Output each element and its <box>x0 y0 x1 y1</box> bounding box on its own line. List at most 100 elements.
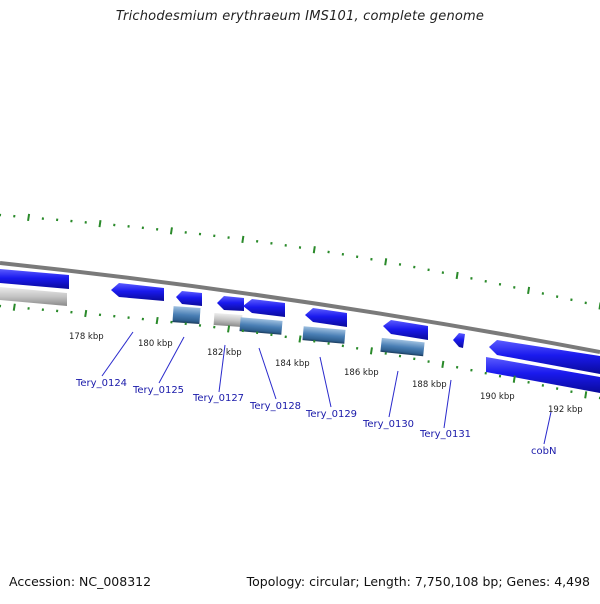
major-tick <box>527 286 531 295</box>
minor-tick <box>470 368 473 372</box>
minor-tick <box>413 357 416 361</box>
gene-leader-line <box>258 347 277 400</box>
feature-track <box>0 269 600 393</box>
gene-label[interactable]: Tery_0130 <box>362 419 414 430</box>
minor-tick <box>427 268 430 272</box>
minor-tick <box>270 333 273 337</box>
gene-feature[interactable] <box>305 308 347 327</box>
rna-feature[interactable] <box>172 306 201 324</box>
major-tick <box>598 302 600 310</box>
outer-ruler-ticks <box>0 213 600 310</box>
minor-tick <box>213 234 216 238</box>
minor-tick <box>41 308 45 312</box>
gene-leader-line <box>218 344 226 393</box>
gene-feature[interactable] <box>111 283 164 301</box>
minor-tick <box>384 352 387 355</box>
gene-label[interactable]: Tery_0129 <box>305 409 357 420</box>
gene-label[interactable]: Tery_0127 <box>192 393 244 404</box>
minor-tick <box>255 331 259 335</box>
minor-tick <box>513 286 516 289</box>
minor-tick <box>70 219 73 223</box>
minor-tick <box>584 301 587 305</box>
minor-tick <box>141 317 145 321</box>
gene-leader-line <box>319 356 332 408</box>
gene-feature[interactable] <box>453 333 465 348</box>
major-tick <box>512 375 516 383</box>
minor-tick <box>170 320 173 324</box>
major-tick <box>169 227 173 235</box>
minor-tick <box>541 292 545 295</box>
minor-tick <box>113 314 116 318</box>
major-tick <box>227 325 231 333</box>
minor-tick <box>441 271 445 274</box>
minor-tick <box>141 226 145 230</box>
minor-tick <box>84 221 87 224</box>
gene-feature[interactable] <box>489 340 600 374</box>
minor-tick <box>127 316 130 319</box>
minor-tick <box>127 225 130 228</box>
minor-tick <box>298 246 302 249</box>
minor-tick <box>498 282 502 286</box>
minor-tick <box>498 374 502 378</box>
gene-leader-line <box>158 336 185 384</box>
rna-feature[interactable] <box>239 317 283 335</box>
minor-tick <box>427 360 430 363</box>
minor-tick <box>184 322 187 326</box>
minor-tick <box>41 217 45 220</box>
scale-tick-label: 186 kbp <box>344 368 379 378</box>
minor-tick <box>55 218 59 222</box>
gene-label[interactable]: Tery_0125 <box>132 385 184 396</box>
gene-leader-line <box>388 370 399 418</box>
minor-tick <box>555 387 559 390</box>
minor-tick <box>55 309 59 313</box>
major-tick <box>84 309 88 318</box>
minor-tick <box>541 384 545 387</box>
gene-label[interactable]: Tery_0131 <box>419 429 471 440</box>
major-tick <box>369 347 373 355</box>
minor-tick <box>313 339 316 343</box>
minor-tick <box>413 265 416 269</box>
gene-feature[interactable] <box>383 320 428 340</box>
minor-tick <box>155 227 159 231</box>
minor-tick <box>341 344 345 348</box>
minor-tick <box>327 250 330 254</box>
minor-tick <box>198 324 202 327</box>
genome-backbone <box>0 261 600 354</box>
minor-tick <box>598 396 600 400</box>
topology-text: Topology: circular; Length: 7,750,108 bp… <box>246 574 590 589</box>
major-tick <box>241 235 245 244</box>
minor-tick <box>227 236 230 239</box>
gene-leader-line <box>101 331 134 377</box>
pseudogene-feature[interactable] <box>0 287 67 306</box>
scale-tick-label: 184 kbp <box>275 359 310 369</box>
scale-tick-label: 178 kbp <box>69 332 104 342</box>
pseudogene-feature[interactable] <box>213 313 243 327</box>
gene-label[interactable]: Tery_0124 <box>75 378 127 389</box>
scale-tick-label: 192 kbp <box>548 405 583 415</box>
minor-tick <box>0 304 2 308</box>
minor-tick <box>270 241 273 245</box>
scale-tick-label: 180 kbp <box>138 339 173 349</box>
major-tick <box>298 335 302 343</box>
gene-label[interactable]: cobN <box>531 446 556 457</box>
inner-ruler-ticks <box>0 303 600 400</box>
minor-tick <box>98 313 102 317</box>
rna-feature[interactable] <box>302 326 346 344</box>
gene-feature[interactable] <box>176 291 202 306</box>
minor-tick <box>398 354 402 358</box>
major-tick <box>455 271 459 280</box>
accession-text: Accession: NC_008312 <box>9 574 152 589</box>
gene-feature[interactable] <box>0 269 69 289</box>
minor-tick <box>570 298 573 302</box>
gene-feature[interactable] <box>217 296 244 311</box>
gene-labels: Tery_0124 Tery_0125 Tery_0127 Tery_0128 Tery… <box>75 331 556 457</box>
minor-tick <box>184 231 187 234</box>
gene-label[interactable]: Tery_0128 <box>249 401 301 412</box>
major-tick <box>155 316 159 325</box>
gene-feature[interactable] <box>486 357 600 393</box>
gene-feature[interactable] <box>243 299 285 317</box>
minor-tick <box>370 257 373 261</box>
rna-feature[interactable] <box>380 337 425 357</box>
